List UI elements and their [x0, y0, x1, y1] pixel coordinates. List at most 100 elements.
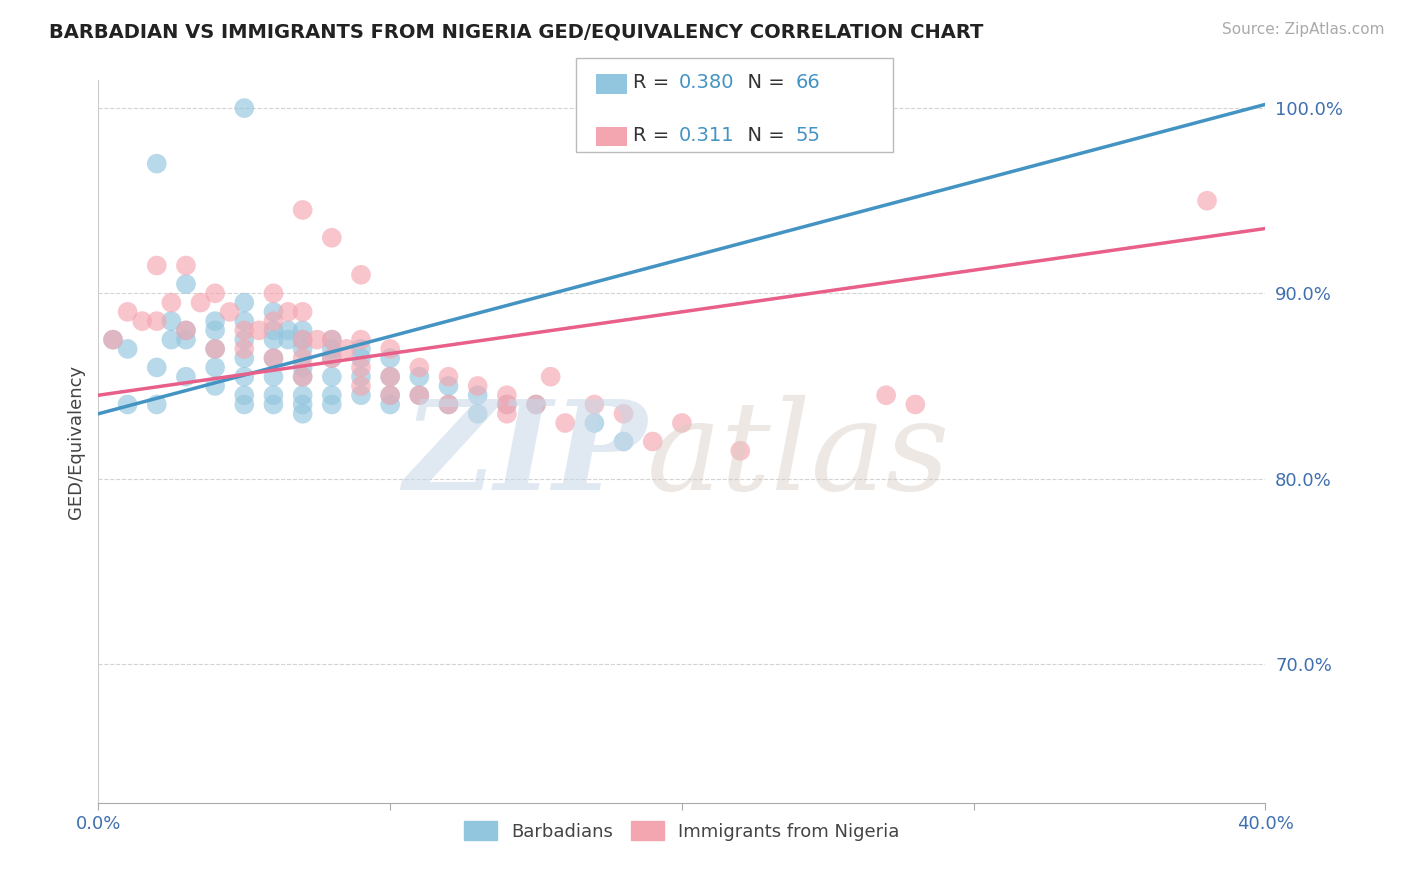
Point [262, 323, 284, 337]
Point [117, 397, 139, 411]
Point [350, 333, 373, 347]
Text: atlas: atlas [647, 395, 950, 516]
Text: Source: ZipAtlas.com: Source: ZipAtlas.com [1222, 22, 1385, 37]
Point [380, 351, 402, 366]
Point [496, 397, 519, 411]
Point [540, 369, 562, 384]
Point [291, 305, 314, 319]
Point [408, 369, 430, 384]
Point [146, 397, 169, 411]
Point [291, 369, 314, 384]
Point [641, 434, 664, 449]
Point [380, 388, 402, 402]
Point [160, 314, 183, 328]
Point [321, 333, 343, 347]
Point [496, 407, 519, 421]
Text: N =: N = [735, 73, 792, 93]
Point [174, 277, 197, 291]
Point [204, 342, 226, 356]
Point [350, 369, 373, 384]
Point [218, 305, 240, 319]
Point [408, 388, 430, 402]
Point [350, 388, 373, 402]
Point [496, 388, 519, 402]
Point [321, 351, 343, 366]
Point [496, 397, 519, 411]
Point [262, 351, 284, 366]
Point [612, 434, 634, 449]
Point [335, 342, 357, 356]
Point [321, 388, 343, 402]
Point [380, 369, 402, 384]
Point [233, 351, 256, 366]
Point [524, 397, 547, 411]
Point [262, 369, 284, 384]
Point [160, 333, 183, 347]
Point [583, 416, 606, 430]
Point [380, 369, 402, 384]
Point [321, 369, 343, 384]
Point [101, 333, 124, 347]
Point [437, 379, 460, 393]
Point [146, 314, 169, 328]
Point [174, 323, 197, 337]
Point [730, 443, 752, 458]
Point [262, 351, 284, 366]
Point [174, 333, 197, 347]
Point [174, 323, 197, 337]
Point [904, 397, 927, 411]
Point [262, 397, 284, 411]
Point [262, 286, 284, 301]
Point [174, 259, 197, 273]
Point [291, 407, 314, 421]
Point [262, 388, 284, 402]
Point [408, 360, 430, 375]
Y-axis label: GED/Equivalency: GED/Equivalency [66, 365, 84, 518]
Point [350, 379, 373, 393]
Point [262, 333, 284, 347]
Point [277, 323, 299, 337]
Point [321, 333, 343, 347]
Point [233, 369, 256, 384]
Point [437, 397, 460, 411]
Point [350, 268, 373, 282]
Text: 55: 55 [796, 126, 821, 145]
Point [554, 416, 576, 430]
Point [233, 333, 256, 347]
Point [291, 388, 314, 402]
Point [291, 323, 314, 337]
Point [437, 397, 460, 411]
Point [350, 360, 373, 375]
Point [160, 295, 183, 310]
Point [174, 369, 197, 384]
Point [117, 305, 139, 319]
Point [321, 351, 343, 366]
Point [291, 351, 314, 366]
Point [204, 360, 226, 375]
Point [101, 333, 124, 347]
Point [321, 231, 343, 245]
Text: N =: N = [735, 126, 792, 145]
Point [190, 295, 212, 310]
Text: 66: 66 [796, 73, 821, 93]
Point [524, 397, 547, 411]
Point [291, 360, 314, 375]
Point [233, 101, 256, 115]
Point [467, 407, 489, 421]
Text: R =: R = [633, 126, 675, 145]
Point [350, 342, 373, 356]
Text: 0.380: 0.380 [679, 73, 734, 93]
Legend: Barbadians, Immigrants from Nigeria: Barbadians, Immigrants from Nigeria [457, 814, 907, 848]
Point [277, 305, 299, 319]
Point [233, 388, 256, 402]
Point [467, 379, 489, 393]
Point [233, 397, 256, 411]
Point [1195, 194, 1218, 208]
Point [233, 314, 256, 328]
Text: BARBADIAN VS IMMIGRANTS FROM NIGERIA GED/EQUIVALENCY CORRELATION CHART: BARBADIAN VS IMMIGRANTS FROM NIGERIA GED… [49, 22, 984, 41]
Point [408, 388, 430, 402]
Point [291, 397, 314, 411]
Text: 0.311: 0.311 [679, 126, 735, 145]
Point [204, 286, 226, 301]
Point [380, 397, 402, 411]
